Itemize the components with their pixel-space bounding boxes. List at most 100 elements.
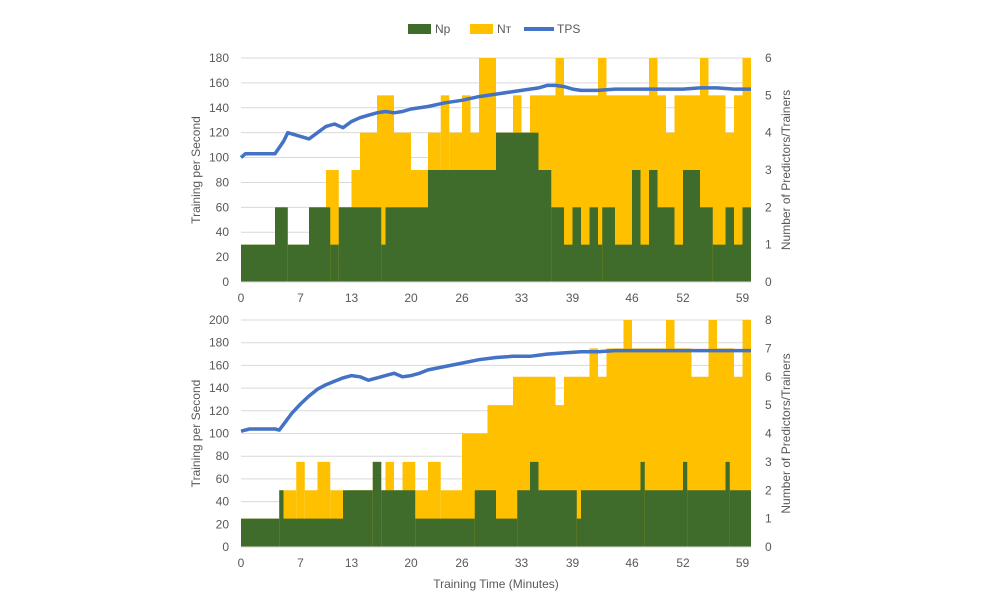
np-bar bbox=[729, 490, 751, 547]
y-tick-label: 100 bbox=[209, 151, 229, 165]
y2-axis-title: Number of Predictors/Trainers bbox=[779, 90, 793, 250]
nt-bar bbox=[734, 376, 743, 547]
y-tick-label: 80 bbox=[216, 449, 230, 463]
x-tick-label: 20 bbox=[404, 291, 418, 305]
y-tick-label: 200 bbox=[209, 313, 229, 327]
np-bar bbox=[330, 244, 339, 282]
y2-tick-label: 5 bbox=[765, 88, 772, 102]
np-bar bbox=[734, 244, 743, 282]
y2-tick-label: 6 bbox=[765, 51, 772, 65]
np-bar bbox=[640, 244, 649, 282]
x-tick-label: 13 bbox=[345, 291, 359, 305]
y-tick-label: 180 bbox=[209, 336, 229, 350]
np-bar bbox=[309, 207, 331, 282]
x-tick-label: 46 bbox=[625, 291, 639, 305]
y2-tick-label: 1 bbox=[765, 238, 772, 252]
x-tick-label: 0 bbox=[238, 556, 245, 570]
tps-line bbox=[240, 348, 751, 433]
np-bar bbox=[241, 518, 280, 547]
x-tick-label: 59 bbox=[736, 556, 750, 570]
y-tick-label: 0 bbox=[222, 540, 229, 554]
y2-tick-label: 3 bbox=[765, 455, 772, 469]
y2-tick-label: 7 bbox=[765, 341, 772, 355]
np-bar bbox=[428, 170, 496, 282]
np-bar bbox=[644, 490, 683, 547]
y2-axis-title: Number of Predictors/Trainers bbox=[779, 353, 793, 513]
y2-tick-label: 1 bbox=[765, 512, 772, 526]
x-tick-label: 39 bbox=[566, 556, 580, 570]
np-bar bbox=[496, 132, 539, 282]
np-bar bbox=[700, 207, 713, 282]
y2-tick-label: 0 bbox=[765, 540, 772, 554]
np-bar bbox=[381, 490, 416, 547]
nt-bar bbox=[555, 58, 564, 282]
y2-tick-label: 4 bbox=[765, 126, 772, 140]
legend-nt-label: Nт bbox=[497, 22, 512, 36]
np-bar bbox=[351, 490, 373, 547]
x-tick-label: 13 bbox=[345, 556, 359, 570]
np-bar bbox=[581, 244, 590, 282]
y-tick-label: 0 bbox=[222, 275, 229, 289]
y-tick-label: 120 bbox=[209, 404, 229, 418]
y-tick-label: 80 bbox=[216, 175, 230, 189]
x-tick-label: 7 bbox=[297, 556, 304, 570]
np-bar bbox=[287, 244, 309, 282]
y2-tick-label: 5 bbox=[765, 398, 772, 412]
np-bar bbox=[649, 170, 658, 282]
np-bar bbox=[551, 207, 564, 282]
np-bar bbox=[385, 207, 428, 282]
nt-bar bbox=[657, 95, 666, 282]
y2-tick-label: 0 bbox=[765, 275, 772, 289]
np-bar bbox=[564, 244, 573, 282]
nt-bar bbox=[742, 320, 751, 547]
np-bar bbox=[517, 490, 530, 547]
y-tick-label: 140 bbox=[209, 101, 229, 115]
y2-tick-label: 6 bbox=[765, 370, 772, 384]
x-tick-label: 7 bbox=[297, 291, 304, 305]
nt-bar bbox=[504, 405, 513, 547]
np-bar bbox=[576, 518, 581, 547]
y-tick-label: 160 bbox=[209, 76, 229, 90]
np-bar bbox=[372, 461, 382, 547]
y2-tick-label: 4 bbox=[765, 427, 772, 441]
np-bar bbox=[683, 461, 688, 547]
y-tick-label: 60 bbox=[216, 200, 230, 214]
x-tick-label: 39 bbox=[566, 291, 580, 305]
y-tick-label: 20 bbox=[216, 250, 230, 264]
legend-np-label: Np bbox=[435, 22, 451, 36]
nt-bar bbox=[742, 58, 751, 282]
np-bar bbox=[415, 518, 475, 547]
np-bar bbox=[381, 244, 386, 282]
nt-bar bbox=[700, 58, 709, 282]
x-tick-label: 20 bbox=[404, 556, 418, 570]
np-bar bbox=[725, 461, 730, 547]
y-axis-title: Training per Second bbox=[189, 380, 203, 488]
np-bar bbox=[712, 244, 726, 282]
nt-bar bbox=[734, 95, 743, 282]
np-bar bbox=[338, 207, 382, 282]
np-bar bbox=[538, 170, 552, 282]
x-tick-label: 33 bbox=[515, 556, 529, 570]
x-tick-label: 59 bbox=[736, 291, 750, 305]
np-bar bbox=[530, 461, 539, 547]
np-bar bbox=[640, 461, 645, 547]
y-tick-label: 40 bbox=[216, 225, 230, 239]
nt-bar bbox=[589, 348, 598, 547]
np-bar bbox=[687, 490, 726, 547]
y2-tick-label: 8 bbox=[765, 313, 772, 327]
nt-bar bbox=[598, 376, 607, 547]
np-bar bbox=[725, 207, 734, 282]
np-bar bbox=[589, 207, 598, 282]
y-tick-label: 180 bbox=[209, 51, 229, 65]
np-bar bbox=[572, 207, 581, 282]
y2-tick-label: 2 bbox=[765, 483, 772, 497]
nt-bar bbox=[666, 320, 675, 547]
y-tick-label: 20 bbox=[216, 517, 230, 531]
np-bar bbox=[279, 490, 284, 547]
np-bar bbox=[657, 207, 675, 282]
nt-bar bbox=[598, 58, 607, 282]
nt-bar bbox=[708, 320, 717, 547]
